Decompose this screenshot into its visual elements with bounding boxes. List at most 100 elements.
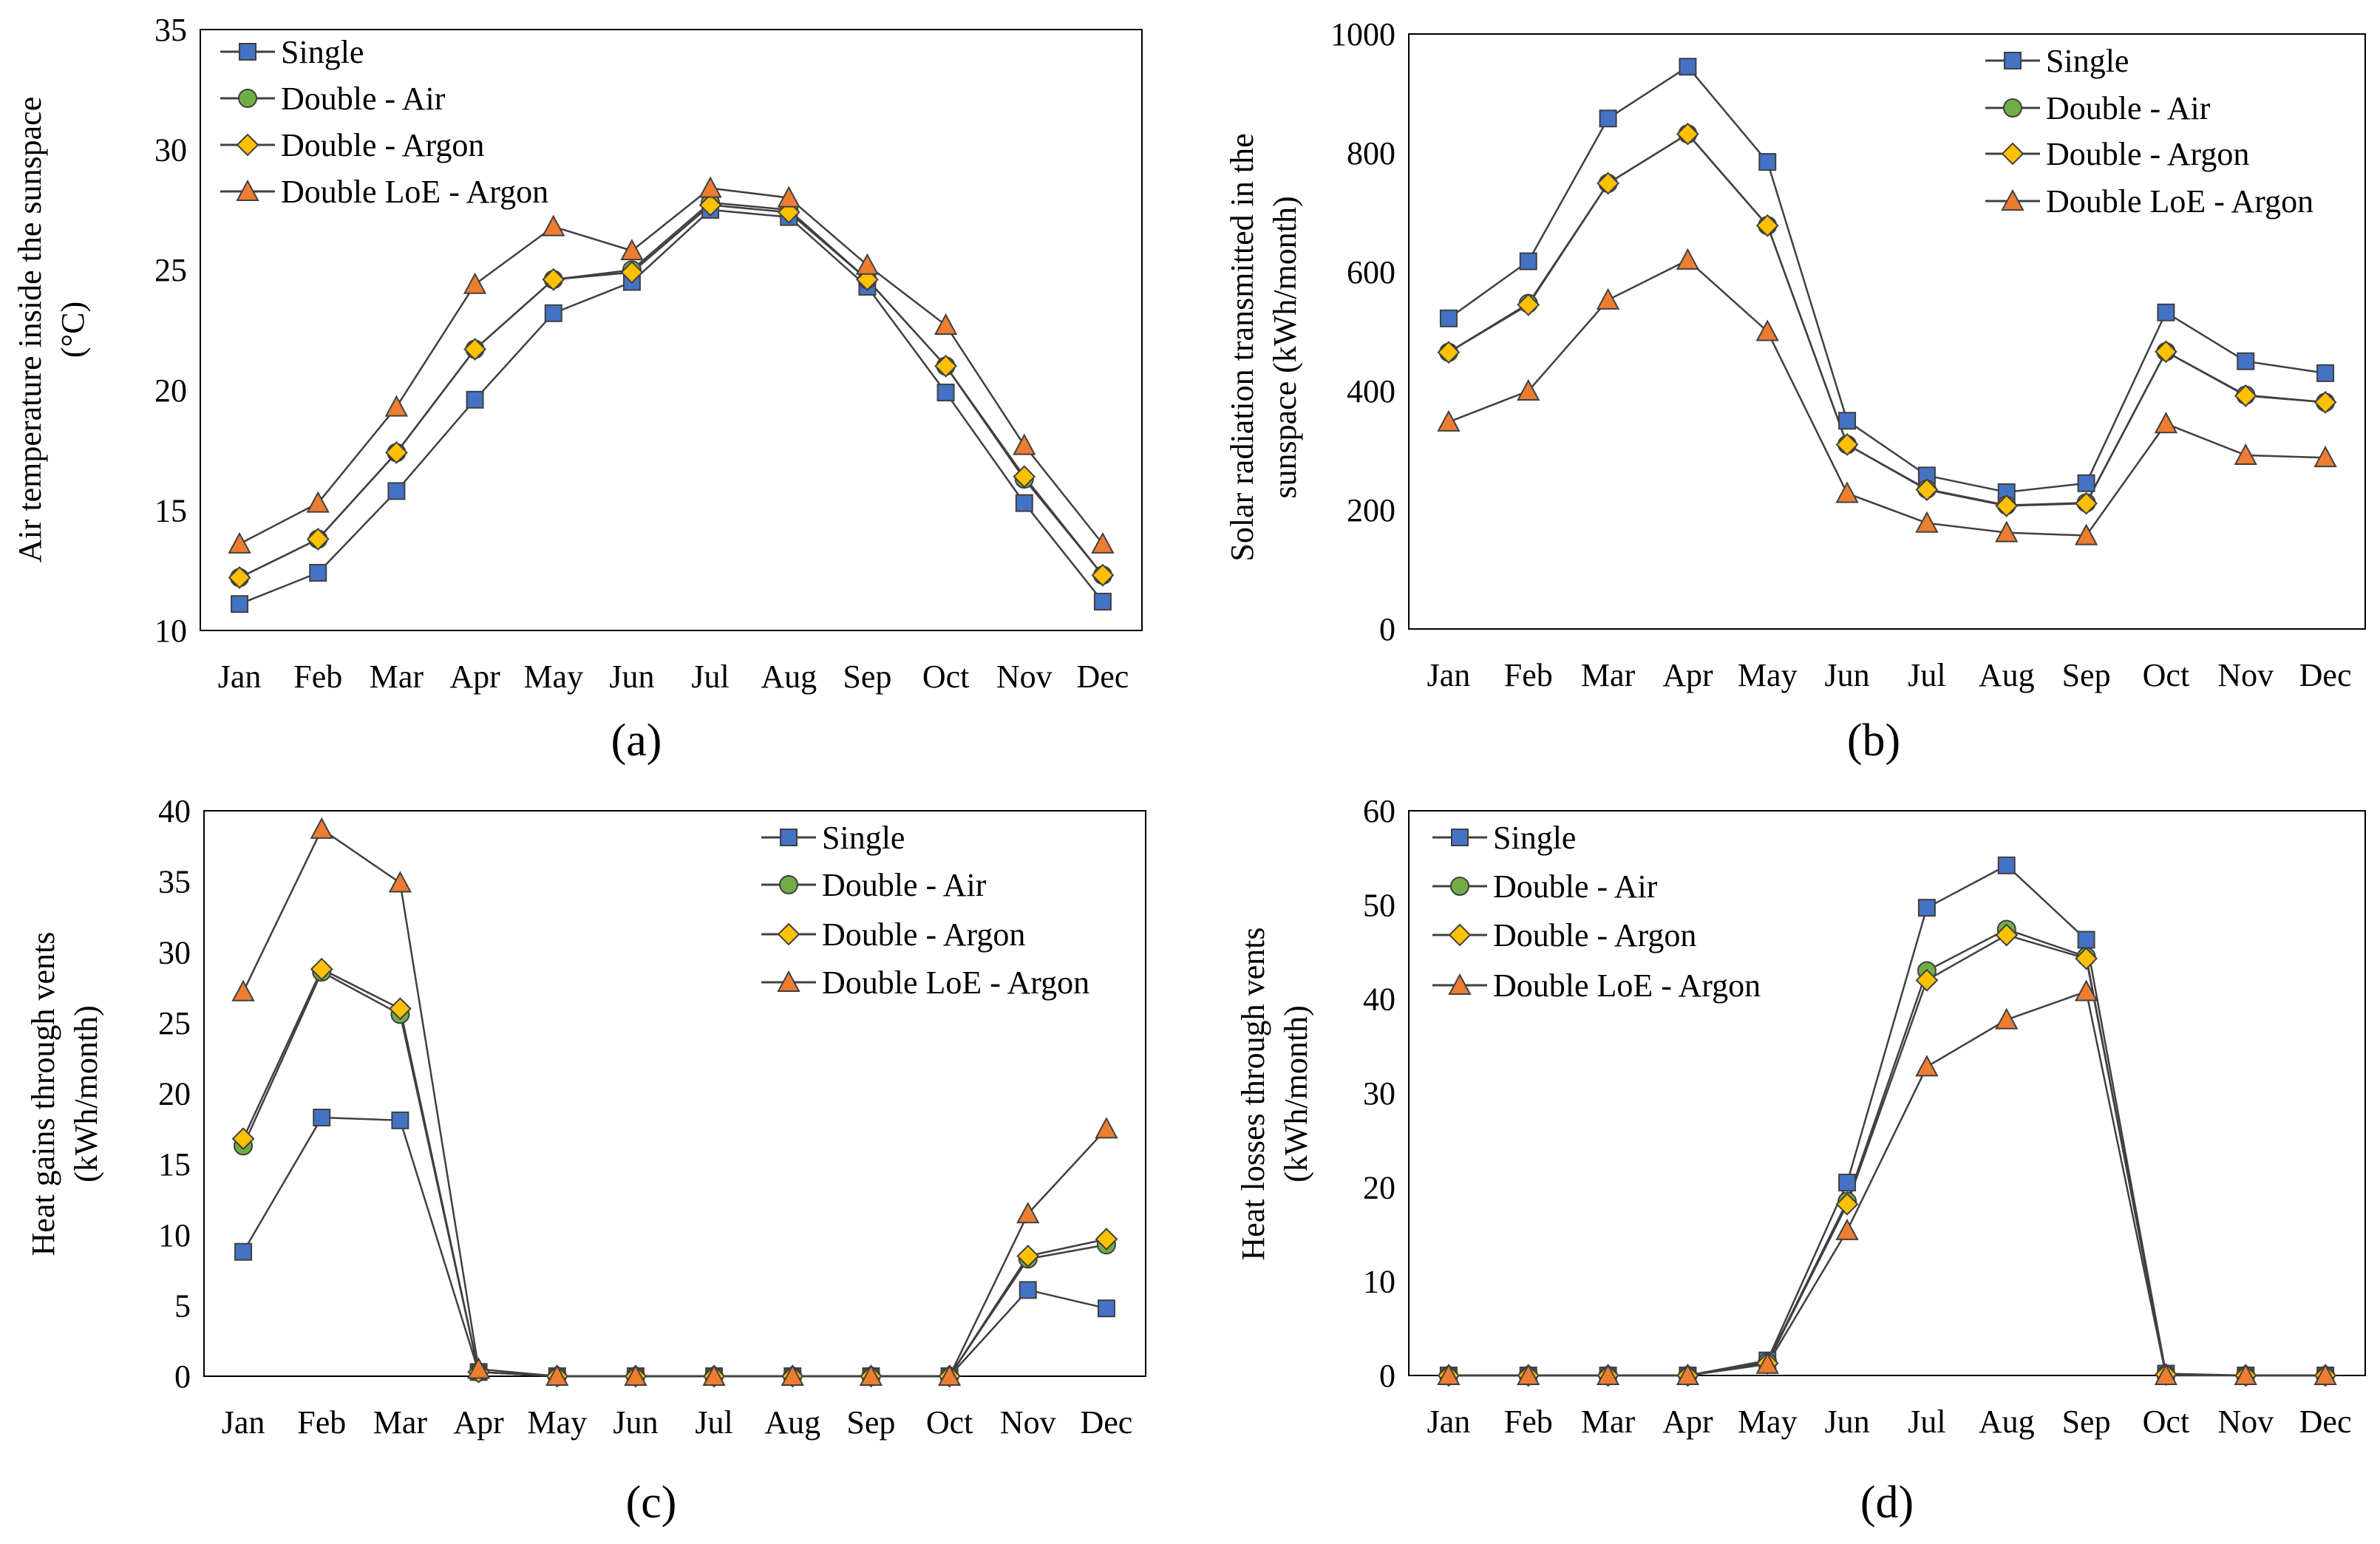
series-line-double-loe-argon [1448, 990, 2326, 1377]
x-tick-label: Nov [2217, 1404, 2274, 1440]
legend-marker-double-loe-argon [2001, 188, 2024, 211]
legend-marker-double-loe-argon [2001, 188, 2024, 211]
y-tick-label: 10 [1363, 1264, 1395, 1300]
legend-marker-double-argon [1448, 923, 1472, 947]
y-axis-title-line1: Heat losses through vents [1235, 928, 1271, 1261]
y-axis-title-line2: (kWh/month) [68, 1005, 104, 1183]
point-double-loe-argon [1995, 520, 2019, 543]
point-double-argon [389, 997, 412, 1021]
y-tick-label: 60 [1363, 793, 1395, 829]
point-double-loe-argon [1676, 1363, 1700, 1385]
x-tick-label: Dec [1076, 659, 1129, 695]
point-double-loe-argon [384, 395, 409, 417]
x-tick-label: Aug [764, 1404, 820, 1441]
point-double-loe-argon [2313, 1363, 2337, 1385]
x-tick-label: Dec [2299, 1404, 2352, 1440]
y-tick-label: 10 [158, 1217, 191, 1254]
legend-entry-double-air: Double - Air [1985, 90, 2211, 126]
point-double-argon [1915, 968, 1939, 992]
legend-marker-double-air [2003, 98, 2022, 118]
legend-entry-double-loe-argon: Double LoE - Argon [1432, 967, 1761, 1004]
legend-label-double-loe-argon: Double LoE - Argon [822, 965, 1089, 1001]
y-tick-label: 400 [1347, 373, 1395, 409]
legend-entry-single: Single [1985, 43, 2129, 79]
point-double-loe-argon [624, 1364, 647, 1386]
y-tick-label: 30 [158, 934, 191, 970]
point-double-loe-argon [937, 1364, 962, 1386]
y-axis-title-line2: (°C) [55, 302, 91, 358]
point-double-argon [1676, 122, 1699, 146]
series-layer [1437, 856, 2337, 1387]
point-single [1679, 58, 1697, 76]
point-single [1519, 252, 1537, 271]
y-tick-label: 25 [154, 252, 187, 288]
point-double-loe-argon [781, 1364, 804, 1386]
x-tick-label: Sep [2062, 1404, 2111, 1440]
legend-marker-double-loe-argon [1448, 973, 1472, 995]
legend-marker-single [239, 43, 256, 61]
x-tick-label: Sep [843, 659, 891, 695]
point-double-loe-argon [1517, 1363, 1540, 1385]
x-tick-label: Jan [218, 659, 262, 695]
point-single [231, 595, 249, 613]
point-double-argon [2313, 390, 2337, 414]
point-double-argon [228, 566, 251, 589]
plot-area [203, 810, 1146, 1377]
y-tick-label: 50 [1363, 887, 1395, 923]
legend-marker-double-air [779, 875, 798, 894]
point-double-loe-argon [1013, 433, 1036, 455]
legend-label-double-loe-argon: Double LoE - Argon [281, 174, 548, 210]
x-tick-label: Dec [2299, 657, 2352, 693]
point-double-argon [1013, 465, 1036, 489]
series-line-double-loe-argon [242, 828, 1107, 1378]
legend-label-single: Single [2046, 43, 2129, 79]
series-line-double-argon [239, 204, 1104, 579]
point-double-loe-argon [466, 1357, 491, 1379]
point-double-argon [1995, 494, 2019, 517]
y-tick-label: 0 [174, 1358, 191, 1395]
y-tick-label: 40 [1363, 982, 1395, 1018]
legend-marker-double-argon [236, 133, 259, 157]
x-tick-label: Feb [1504, 657, 1553, 693]
legend-marker-double-loe-argon [1448, 973, 1472, 995]
x-tick-label: Jun [1825, 657, 1870, 693]
panel-d: 0 10 20 30 40 50 60 Jan Feb Mar Apr May Jun Jul Aug Sep… [1235, 793, 2366, 1528]
y-tick-label: 40 [158, 793, 191, 829]
panel-a: 10 15 20 25 30 35 Jan Feb Mar Apr May Jun Jul Aug Sep O… [12, 12, 1143, 766]
legend-entry-double-argon: Double - Argon [1985, 136, 2249, 172]
y-axis-title-line2: (kWh/month) [1278, 1005, 1314, 1183]
point-single [1097, 1299, 1115, 1318]
legend-marker-single [780, 829, 798, 846]
x-tick-label: Jul [691, 659, 729, 695]
point-double-loe-argon [231, 979, 255, 1001]
point-single [391, 1111, 409, 1129]
legend: Single Double - Air Double - Argon Doubl… [220, 34, 548, 210]
y-tick-label: 35 [158, 864, 191, 900]
legend-label-double-argon: Double - Argon [1493, 917, 1696, 953]
point-double-loe-argon [1016, 1201, 1040, 1224]
y-axis-title-line1: Heat gains through vents [25, 932, 61, 1256]
x-tick-label: Apr [1662, 657, 1713, 693]
legend: Single Double - Air Double - Argon Doubl… [1432, 820, 1761, 1004]
point-double-argon [231, 1127, 255, 1151]
legend-entry-double-argon: Double - Argon [220, 127, 484, 163]
y-tick-label: 20 [154, 373, 187, 409]
point-double-loe-argon [1517, 378, 1540, 401]
legend-marker-double-loe-argon [236, 179, 259, 201]
legend-marker-double-argon [2001, 142, 2024, 166]
point-single [2157, 303, 2175, 322]
x-tick-label: Oct [2143, 1404, 2190, 1440]
legend-label-double-loe-argon: Double LoE - Argon [2046, 183, 2313, 220]
x-tick-label: Jun [1825, 1404, 1870, 1440]
legend-label-double-air: Double - Air [822, 867, 987, 903]
y-tick-label: 25 [158, 1005, 191, 1041]
point-double-loe-argon [620, 239, 644, 261]
legend-label-single: Single [822, 820, 905, 856]
y-tick-label: 0 [1379, 1358, 1395, 1394]
point-double-argon [934, 354, 957, 378]
legend-marker-double-loe-argon [777, 970, 800, 992]
legend-marker-double-air [238, 89, 257, 108]
legend-marker-double-loe-argon [236, 179, 259, 201]
point-double-loe-argon [1835, 481, 1859, 503]
